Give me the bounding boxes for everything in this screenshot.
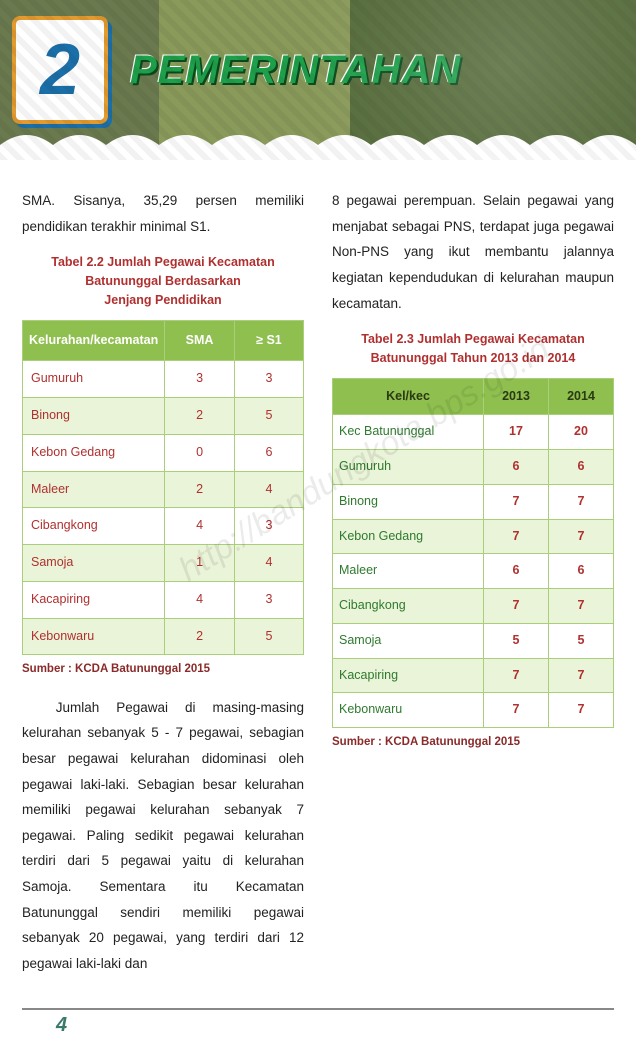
table-cell: 6 [484,450,549,485]
table-cell: 6 [234,434,303,471]
table-cell: 5 [484,623,549,658]
table-cell: Kec Batununggal [333,415,484,450]
table-row: Samoja55 [333,623,614,658]
left-column: SMA. Sisanya, 35,29 persen memiliki pend… [22,188,304,990]
page-number: 4 [0,1010,636,1037]
table-row: Binong25 [23,398,304,435]
table-cell: Cibangkong [333,589,484,624]
paragraph: SMA. Sisanya, 35,29 persen memiliki pend… [22,188,304,239]
paragraph: Jumlah Pegawai di masing-masing keluraha… [22,695,304,977]
table-cell: Gumuruh [23,361,165,398]
table-header: SMA [165,320,235,361]
table-cell: 4 [165,508,235,545]
table-cell: 20 [549,415,614,450]
paragraph: 8 pegawai perempuan. Selain pegawai yang… [332,188,614,316]
table-row: Kebon Gedang77 [333,519,614,554]
table-cell: 0 [165,434,235,471]
table-cell: 5 [549,623,614,658]
table-cell: 4 [234,471,303,508]
caption-line: Batununggal Tahun 2013 dan 2014 [371,351,576,365]
caption-line: Tabel 2.3 Jumlah Pegawai Kecamatan [361,332,584,346]
table-2-3-caption: Tabel 2.3 Jumlah Pegawai Kecamatan Batun… [332,330,614,368]
table-cell: 3 [234,581,303,618]
table-cell: 7 [549,589,614,624]
table-2-3: Kel/kec 2013 2014 Kec Batununggal1720Gum… [332,378,614,729]
table-cell: 7 [484,693,549,728]
table-header: 2013 [484,378,549,415]
content-area: SMA. Sisanya, 35,29 persen memiliki pend… [0,160,636,1000]
header-scallop-icon [0,125,636,160]
table-cell: 2 [165,618,235,655]
table-cell: 7 [484,519,549,554]
table-row: Gumuruh66 [333,450,614,485]
caption-line: Batununggal Berdasarkan [85,274,241,288]
table-cell: 6 [549,450,614,485]
table-2-2: Kelurahan/kecamatan SMA ≥ S1 Gumuruh33Bi… [22,320,304,656]
table-cell: Kebon Gedang [23,434,165,471]
table-cell: 7 [484,658,549,693]
page-title: PEMERINTAHAN [130,48,461,93]
table-row: Kec Batununggal1720 [333,415,614,450]
table-cell: 6 [484,554,549,589]
table-cell: 3 [234,508,303,545]
table-2-2-source: Sumber : KCDA Batununggal 2015 [22,659,304,681]
caption-line: Jenjang Pendidikan [104,293,221,307]
table-cell: Kebonwaru [23,618,165,655]
table-cell: 17 [484,415,549,450]
table-cell: Maleer [333,554,484,589]
table-row: Kebon Gedang06 [23,434,304,471]
table-row: Kacapiring43 [23,581,304,618]
table-cell: 6 [549,554,614,589]
table-cell: Cibangkong [23,508,165,545]
table-header: 2014 [549,378,614,415]
table-cell: 7 [549,693,614,728]
table-2-3-source: Sumber : KCDA Batununggal 2015 [332,732,614,754]
table-row: Gumuruh33 [23,361,304,398]
table-cell: 7 [549,519,614,554]
table-cell: 1 [165,545,235,582]
table-row: Samoja14 [23,545,304,582]
table-row: Kebonwaru25 [23,618,304,655]
table-cell: 4 [234,545,303,582]
table-cell: 5 [234,398,303,435]
table-cell: 4 [165,581,235,618]
page-header: 2 PEMERINTAHAN [0,0,636,160]
table-cell: Kebon Gedang [333,519,484,554]
table-row: Kacapiring77 [333,658,614,693]
table-header: Kelurahan/kecamatan [23,320,165,361]
table-header: Kel/kec [333,378,484,415]
table-cell: 5 [234,618,303,655]
table-cell: 3 [165,361,235,398]
right-column: 8 pegawai perempuan. Selain pegawai yang… [332,188,614,990]
table-cell: 2 [165,471,235,508]
table-row: Cibangkong43 [23,508,304,545]
chapter-number: 2 [40,29,80,111]
chapter-badge: 2 [12,16,108,124]
table-cell: Samoja [333,623,484,658]
table-cell: 2 [165,398,235,435]
table-cell: 7 [549,658,614,693]
table-header: ≥ S1 [234,320,303,361]
table-row: Maleer66 [333,554,614,589]
table-row: Maleer24 [23,471,304,508]
table-row: Binong77 [333,484,614,519]
table-2-2-caption: Tabel 2.2 Jumlah Pegawai Kecamatan Batun… [22,253,304,309]
table-row: Kebonwaru77 [333,693,614,728]
table-cell: Maleer [23,471,165,508]
table-cell: Kebonwaru [333,693,484,728]
table-cell: Kacapiring [333,658,484,693]
table-cell: Binong [23,398,165,435]
table-cell: 7 [484,589,549,624]
table-cell: 3 [234,361,303,398]
table-cell: 7 [549,484,614,519]
table-cell: Kacapiring [23,581,165,618]
table-cell: 7 [484,484,549,519]
table-cell: Gumuruh [333,450,484,485]
table-cell: Samoja [23,545,165,582]
table-cell: Binong [333,484,484,519]
table-row: Cibangkong77 [333,589,614,624]
caption-line: Tabel 2.2 Jumlah Pegawai Kecamatan [51,255,274,269]
